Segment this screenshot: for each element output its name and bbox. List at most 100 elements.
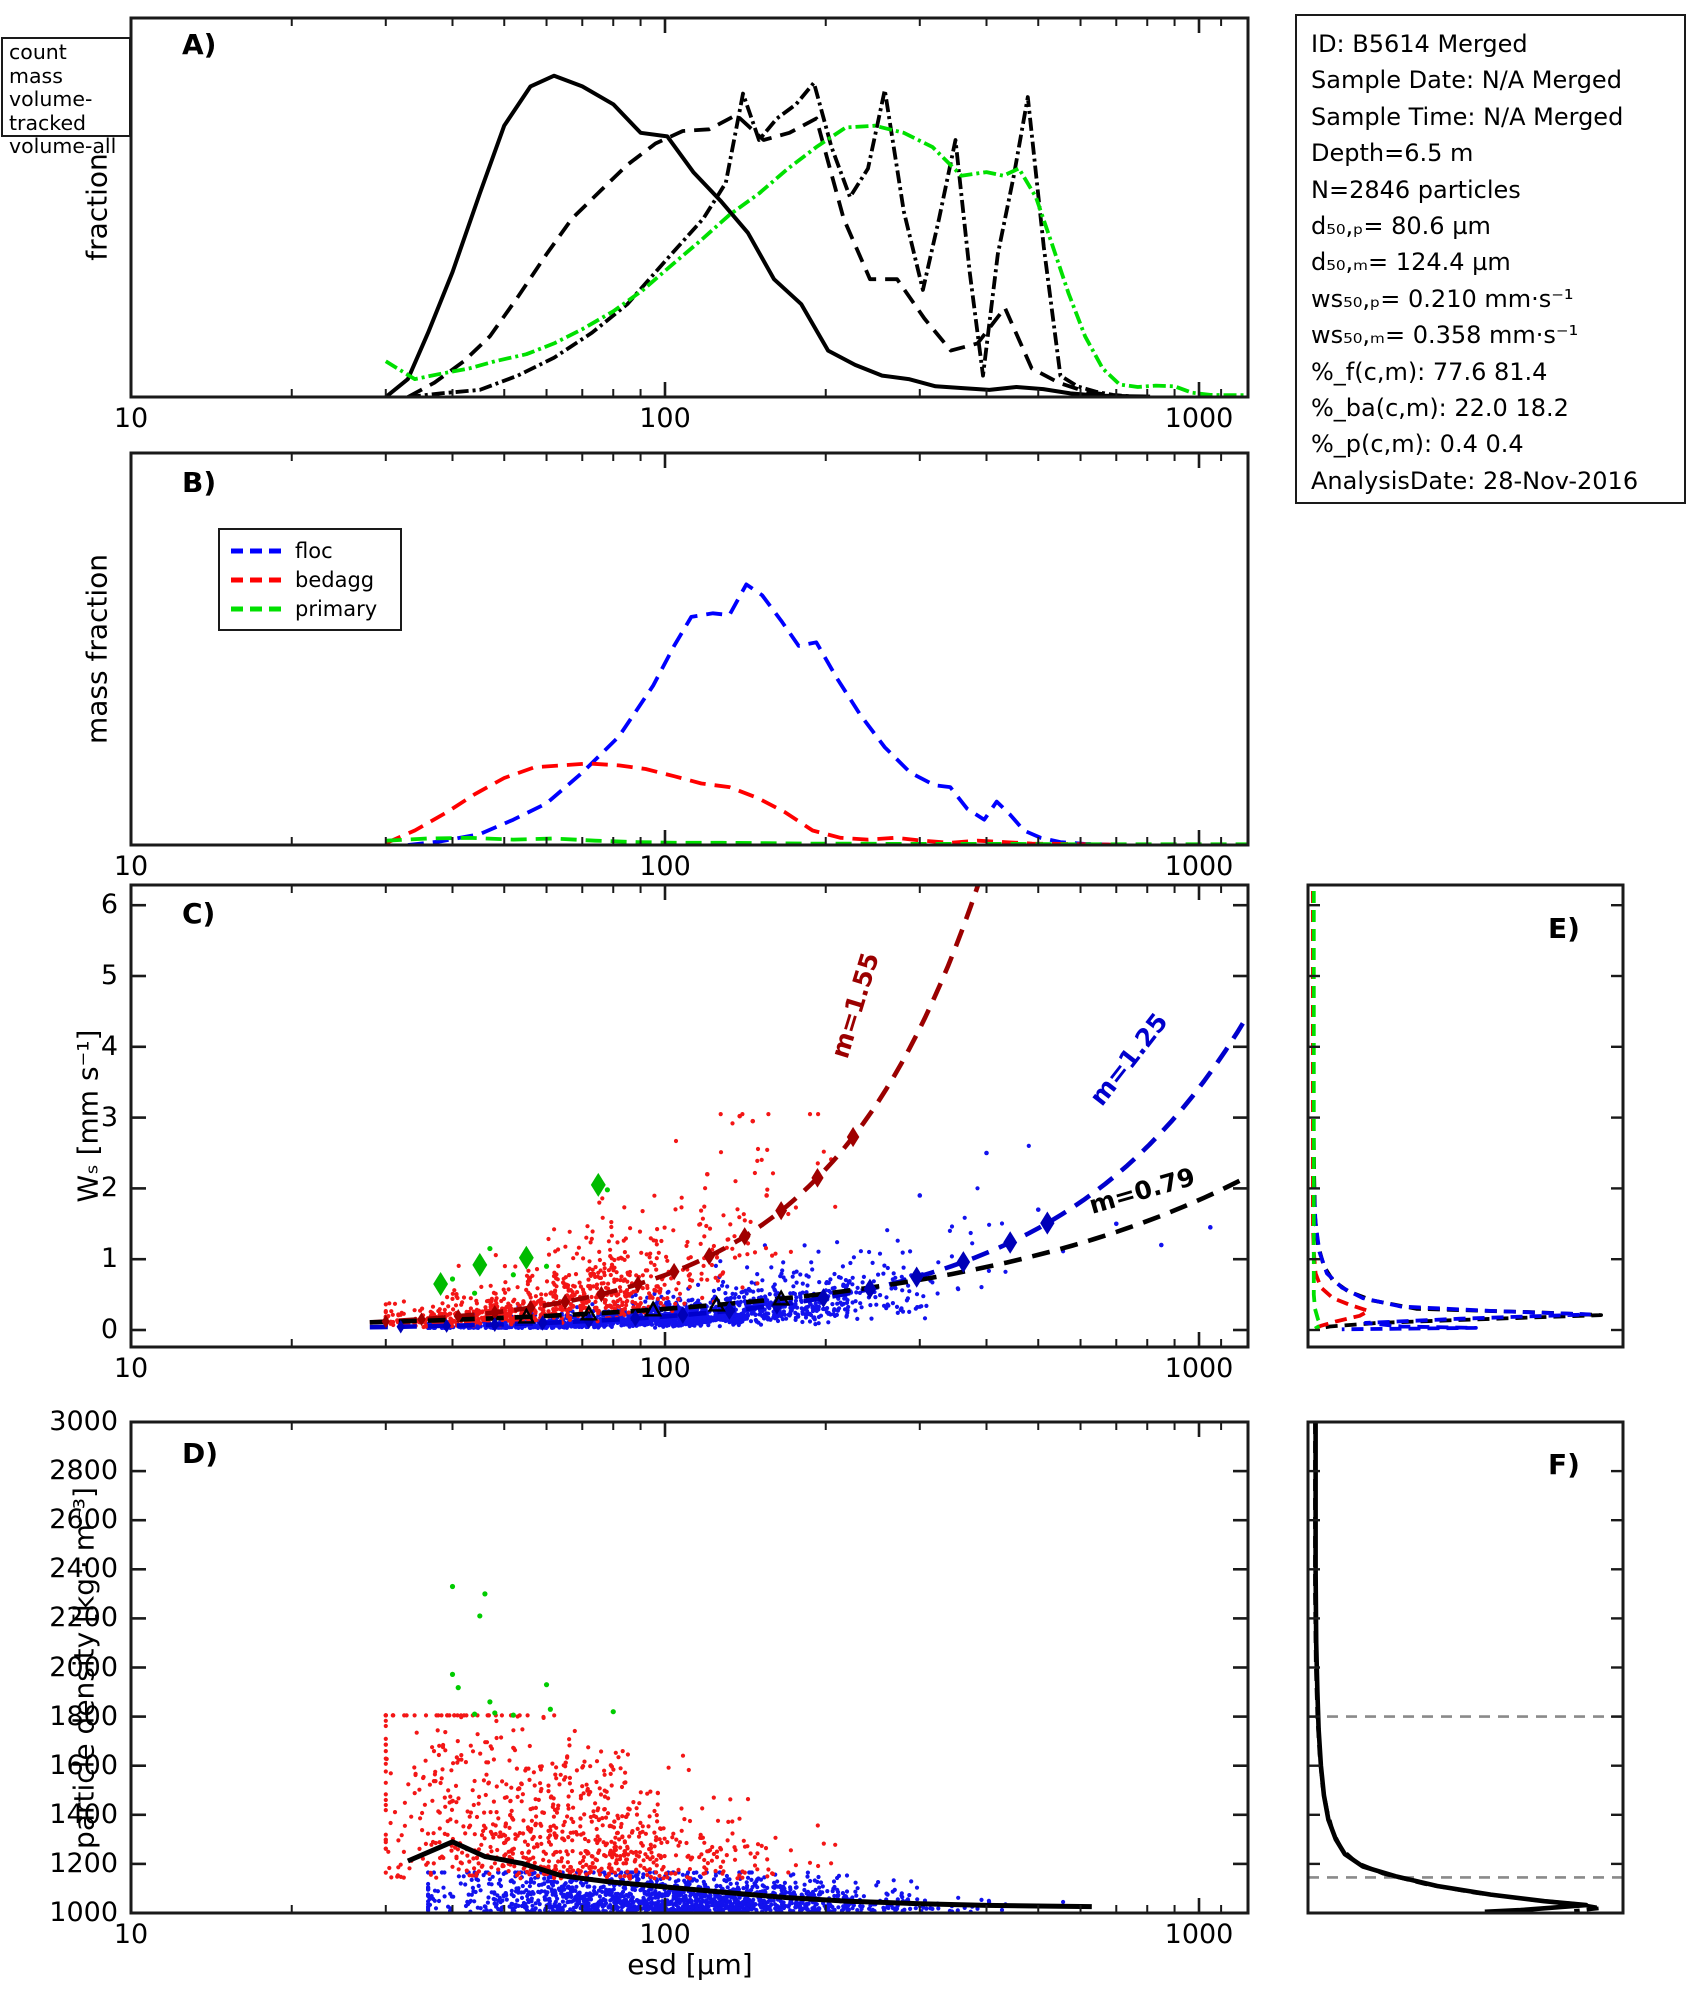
scatter-point — [609, 1897, 615, 1902]
scatter-point — [845, 1310, 850, 1315]
scatter-point — [747, 1870, 753, 1875]
scatter-point — [935, 1291, 940, 1296]
scatter-point — [781, 1884, 786, 1889]
scatter-point — [616, 1867, 621, 1872]
scatter-point — [609, 1851, 614, 1856]
scatter-point — [752, 1250, 758, 1255]
scatter-point — [586, 1745, 591, 1750]
scatter-point — [804, 1308, 810, 1313]
scatter-point — [494, 1810, 499, 1815]
scatter-point — [383, 1723, 388, 1729]
scatter-point — [594, 1282, 600, 1287]
scatter-point — [680, 1753, 686, 1758]
scatter-point — [509, 1785, 514, 1790]
scatter-point — [488, 1283, 493, 1288]
scatter-point — [482, 1810, 487, 1815]
scatter-point — [552, 1227, 557, 1232]
scatter-point — [602, 1807, 607, 1812]
scatter-point — [655, 1819, 660, 1824]
scatter-point — [1159, 1242, 1164, 1248]
scatter-point — [603, 1815, 609, 1820]
scatter-point — [745, 1844, 750, 1849]
scatter-point — [554, 1849, 559, 1855]
scatter-point — [624, 1857, 630, 1862]
scatter-point — [1113, 1221, 1119, 1227]
scatter-point — [551, 1802, 556, 1807]
scatter-point — [755, 1158, 760, 1163]
scatter-point — [729, 1902, 734, 1907]
scatter-point — [622, 1257, 627, 1262]
scatter-point — [755, 1851, 760, 1856]
scatter-point — [589, 1819, 594, 1824]
legend-a-item: count — [9, 40, 67, 64]
scatter-point — [702, 1840, 707, 1845]
panel-b-ylabel: mass fraction — [80, 553, 114, 745]
scatter-point — [620, 1835, 625, 1840]
scatter-point — [613, 1861, 618, 1866]
scatter-point — [717, 1894, 722, 1900]
scatter-point — [741, 1838, 746, 1843]
scatter-point — [498, 1877, 503, 1882]
x-tick-label: 10 — [113, 851, 149, 882]
scatter-point — [861, 1894, 867, 1899]
scatter-point — [850, 1282, 855, 1287]
scatter-point — [899, 1891, 904, 1896]
scatter-point — [625, 1298, 630, 1304]
scatter-point — [835, 1308, 841, 1313]
scatter-point — [547, 1901, 552, 1906]
scatter-point — [631, 1800, 636, 1805]
scatter-point — [631, 1907, 637, 1912]
scatter-point — [680, 1872, 685, 1877]
scatter-point — [383, 1808, 388, 1813]
dist-primary — [1311, 891, 1323, 1331]
scatter-point — [565, 1893, 570, 1899]
scatter-point — [718, 1150, 724, 1155]
scatter-point — [578, 1860, 583, 1865]
scatter-point — [641, 1858, 646, 1863]
scatter-point — [626, 1310, 631, 1315]
scatter-point — [480, 1863, 485, 1868]
scatter-point — [689, 1898, 694, 1903]
scatter-point — [924, 1906, 929, 1911]
scatter-point — [687, 1272, 693, 1277]
scatter-point — [665, 1840, 670, 1845]
scatter-point — [611, 1268, 616, 1273]
y-tick-label: 2000 — [49, 1651, 118, 1683]
scatter-point — [780, 1317, 785, 1322]
scatter-point — [531, 1880, 537, 1885]
scatter-point — [590, 1861, 595, 1866]
scatter-point — [917, 1193, 923, 1198]
scatter-point — [553, 1288, 558, 1293]
scatter-point — [741, 1310, 746, 1315]
scatter-point — [737, 1113, 742, 1119]
scatter-point — [608, 1247, 613, 1252]
scatter-point — [831, 1879, 837, 1884]
scatter-point — [701, 1263, 706, 1268]
scatter-point — [724, 1898, 729, 1903]
scatter-point — [602, 1768, 607, 1773]
scatter-point — [439, 1713, 444, 1718]
scatter-point — [494, 1735, 499, 1741]
scatter-point — [891, 1271, 896, 1276]
scatter-point — [621, 1885, 626, 1890]
scatter-point — [596, 1900, 601, 1905]
scatter-point — [816, 1321, 821, 1326]
scatter-point — [808, 1891, 814, 1896]
scatter-point — [949, 1254, 955, 1259]
scatter-point — [636, 1877, 641, 1882]
scatter-point — [882, 1907, 887, 1912]
scatter-point — [854, 1893, 859, 1898]
scatter-point — [664, 1871, 669, 1876]
y-tick-label: 1400 — [49, 1798, 118, 1830]
y-tick-label: 6 — [100, 889, 118, 921]
scatter-point — [720, 1317, 726, 1322]
scatter-point — [905, 1296, 911, 1301]
scatter-point — [539, 1296, 544, 1302]
scatter-point — [570, 1885, 575, 1890]
scatter-point — [577, 1280, 582, 1285]
scatter-point — [858, 1249, 864, 1254]
scatter-point — [544, 1325, 549, 1330]
scatter-point — [531, 1845, 537, 1850]
scatter-point — [936, 1906, 941, 1911]
scatter-point — [653, 1870, 659, 1875]
